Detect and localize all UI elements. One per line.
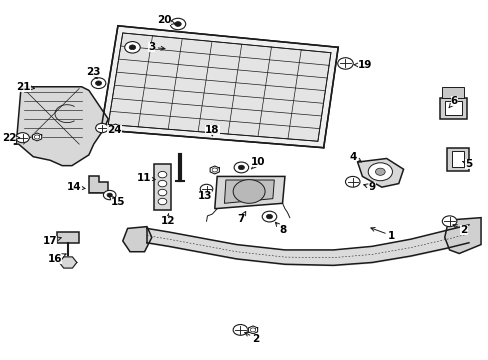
Circle shape bbox=[96, 123, 108, 133]
Polygon shape bbox=[444, 101, 461, 116]
Circle shape bbox=[233, 180, 264, 203]
Circle shape bbox=[367, 163, 392, 181]
Polygon shape bbox=[442, 87, 463, 98]
Circle shape bbox=[233, 324, 247, 335]
Circle shape bbox=[124, 41, 140, 53]
Text: 12: 12 bbox=[160, 213, 175, 226]
Text: 18: 18 bbox=[204, 125, 219, 136]
Circle shape bbox=[158, 189, 166, 196]
Polygon shape bbox=[248, 326, 257, 334]
Polygon shape bbox=[101, 26, 338, 148]
Polygon shape bbox=[451, 151, 463, 167]
Circle shape bbox=[200, 184, 212, 194]
Polygon shape bbox=[89, 176, 108, 193]
Text: 2: 2 bbox=[452, 225, 467, 235]
Polygon shape bbox=[446, 148, 468, 171]
Text: 21: 21 bbox=[16, 82, 35, 92]
Circle shape bbox=[91, 78, 105, 89]
Text: 19: 19 bbox=[353, 60, 371, 70]
Circle shape bbox=[174, 22, 181, 26]
Polygon shape bbox=[210, 166, 219, 174]
Polygon shape bbox=[154, 164, 171, 211]
Polygon shape bbox=[357, 158, 403, 187]
Text: 1: 1 bbox=[370, 228, 394, 240]
Text: 7: 7 bbox=[237, 211, 245, 224]
Polygon shape bbox=[439, 98, 466, 119]
Circle shape bbox=[107, 193, 112, 197]
Text: 3: 3 bbox=[148, 42, 164, 52]
Polygon shape bbox=[122, 226, 151, 252]
Circle shape bbox=[442, 216, 456, 226]
Circle shape bbox=[158, 171, 166, 178]
Text: 15: 15 bbox=[108, 196, 125, 207]
Text: 16: 16 bbox=[48, 254, 66, 264]
Text: 11: 11 bbox=[137, 173, 155, 183]
Text: 13: 13 bbox=[198, 191, 212, 201]
Text: 23: 23 bbox=[86, 67, 101, 78]
Text: 22: 22 bbox=[2, 133, 20, 143]
Polygon shape bbox=[224, 180, 274, 203]
Polygon shape bbox=[214, 176, 285, 209]
Text: 2: 2 bbox=[244, 333, 259, 343]
Polygon shape bbox=[444, 218, 480, 253]
Text: 8: 8 bbox=[275, 222, 285, 235]
Circle shape bbox=[262, 211, 276, 222]
Text: 6: 6 bbox=[448, 96, 457, 108]
Circle shape bbox=[158, 180, 166, 187]
Circle shape bbox=[129, 45, 136, 50]
Polygon shape bbox=[59, 257, 77, 268]
Text: 17: 17 bbox=[43, 236, 61, 246]
Polygon shape bbox=[57, 232, 79, 243]
Circle shape bbox=[158, 198, 166, 205]
Circle shape bbox=[234, 162, 248, 173]
Polygon shape bbox=[14, 87, 108, 166]
Text: 10: 10 bbox=[250, 157, 265, 169]
Text: 24: 24 bbox=[107, 125, 122, 135]
Circle shape bbox=[266, 214, 272, 219]
Circle shape bbox=[16, 133, 29, 143]
Text: 4: 4 bbox=[348, 152, 361, 162]
Text: 9: 9 bbox=[363, 182, 375, 192]
Circle shape bbox=[238, 165, 244, 170]
Circle shape bbox=[103, 190, 116, 200]
Polygon shape bbox=[108, 33, 330, 141]
Text: 20: 20 bbox=[156, 15, 175, 26]
Text: 5: 5 bbox=[462, 159, 471, 169]
Circle shape bbox=[95, 81, 102, 85]
Circle shape bbox=[337, 58, 352, 69]
Polygon shape bbox=[32, 133, 41, 141]
Circle shape bbox=[345, 176, 359, 187]
Text: 14: 14 bbox=[67, 182, 85, 192]
Circle shape bbox=[375, 168, 385, 175]
Polygon shape bbox=[111, 124, 120, 132]
Circle shape bbox=[170, 18, 185, 30]
